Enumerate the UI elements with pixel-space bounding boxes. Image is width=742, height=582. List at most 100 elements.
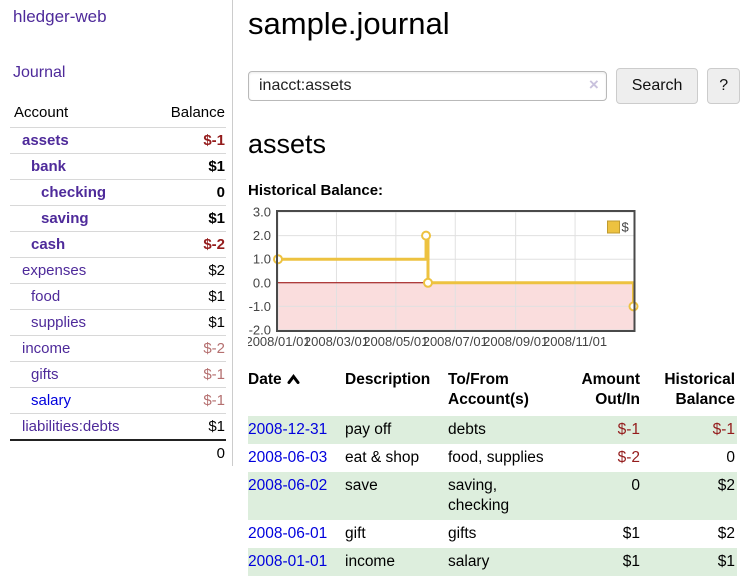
svg-text:2008/09/01: 2008/09/01 (483, 334, 548, 349)
account-link-expenses[interactable]: expenses (22, 262, 87, 279)
account-row: food $1 (10, 283, 226, 310)
search-input[interactable] (248, 71, 607, 101)
register-column-accounts: To/From Account(s) (448, 371, 529, 408)
account-row: saving $1 (10, 205, 226, 232)
register-table-body: 2008-12-31 pay off debts $-1 $-1 2008-06-03 ea… (248, 416, 737, 576)
account-link-salary[interactable]: salary (31, 392, 72, 409)
transaction-date-link[interactable]: 2008-06-02 (248, 477, 328, 494)
transaction-amount: 0 (631, 477, 640, 494)
balance-chart[interactable]: $3.0 2.0 1.0 0.0 -1.0 -2.0 2008/01/01 2008/03/0… (248, 206, 742, 354)
clear-search-icon[interactable]: × (588, 75, 599, 94)
search-form: × Search ? (248, 68, 740, 104)
account-row: checking 0 (10, 179, 226, 206)
transaction-accounts: saving, checking (448, 477, 510, 514)
search-input-wrap: × (248, 71, 607, 101)
account-link-cash[interactable]: cash (31, 236, 66, 253)
register-column-date[interactable]: Date (248, 368, 345, 416)
transaction-description: income (345, 553, 395, 570)
transaction-amount: $-1 (617, 421, 640, 438)
account-balance: $-2 (150, 231, 226, 258)
account-title: assets (248, 129, 327, 159)
transaction-description: save (345, 477, 378, 494)
account-balance: $-1 (150, 361, 226, 388)
account-balance: $1 (150, 413, 226, 440)
account-balance: $1 (150, 283, 226, 310)
account-row: income $-2 (10, 335, 226, 362)
account-link-liabilities-debts[interactable]: liabilities:debts (22, 418, 120, 435)
transaction-amount: $1 (622, 553, 640, 570)
sidebar-item-journal[interactable]: Journal (13, 64, 66, 81)
account-row: supplies $1 (10, 309, 226, 336)
transaction-balance: $2 (717, 525, 735, 542)
account-row: salary $-1 (10, 387, 226, 414)
transaction-description: eat & shop (345, 449, 420, 466)
account-row: expenses $2 (10, 257, 226, 284)
transaction-date-cell: 2008-01-01 (248, 548, 345, 576)
svg-text:2008/11/01: 2008/11/01 (543, 334, 607, 349)
transaction-balance: $2 (717, 477, 735, 494)
svg-text:1.0: 1.0 (253, 252, 271, 267)
accounts-total-value: 0 (150, 439, 226, 466)
search-button[interactable]: Search (615, 68, 699, 104)
transaction-balance: $-1 (712, 421, 735, 438)
balance-chart-svg: $3.0 2.0 1.0 0.0 -1.0 -2.02008/01/012008/03/0… (248, 206, 639, 349)
transaction-date-link[interactable]: 2008-06-01 (248, 525, 328, 542)
account-link-supplies[interactable]: supplies (31, 314, 87, 331)
account-balance: $-1 (150, 387, 226, 414)
transaction-amount: $1 (622, 525, 640, 542)
transaction-date-cell: 2008-06-02 (248, 472, 345, 520)
account-balance: $1 (150, 153, 226, 180)
transaction-date-cell: 2008-06-01 (248, 520, 345, 548)
app-title-link[interactable]: hledger-web (13, 7, 107, 26)
main-content: sample.journal × Search ? assets Histori… (248, 0, 740, 576)
transaction-amount: $-2 (617, 449, 640, 466)
sidebar: hledger-web Journal Account Balance asse… (0, 0, 233, 466)
register-row: 2008-06-03 eat & shop food, supplies $-2 0 (248, 444, 737, 472)
account-balance: $2 (150, 257, 226, 284)
account-link-bank[interactable]: bank (31, 158, 67, 175)
register-column-amount: Amount Out/In (581, 371, 640, 408)
transaction-date-link[interactable]: 2008-06-03 (248, 449, 328, 466)
account-balance: 0 (150, 179, 226, 206)
account-row: gifts $-1 (10, 361, 226, 388)
register-row: 2008-06-01 gift gifts $1 $2 (248, 520, 737, 548)
chart-label: Historical Balance: (248, 182, 384, 199)
svg-text:2008/07/01: 2008/07/01 (423, 334, 488, 349)
accounts-table-body: assets $-1 bank $1 checking 0 saving $1 cash $-2 e… (10, 127, 226, 440)
account-balance: $1 (150, 205, 226, 232)
account-link-checking[interactable]: checking (41, 184, 107, 201)
account-link-assets[interactable]: assets (22, 132, 69, 149)
svg-text:2008/05/01: 2008/05/01 (363, 334, 428, 349)
transaction-balance: 0 (726, 449, 735, 466)
svg-text:-1.0: -1.0 (249, 299, 271, 314)
register-column-description: Description (345, 371, 431, 388)
accounts-total-row: 0 (10, 439, 226, 466)
transaction-date-link[interactable]: 2008-12-31 (248, 421, 328, 438)
account-row: cash $-2 (10, 231, 226, 258)
register-row: 2008-01-01 income salary $1 $1 (248, 548, 737, 576)
account-link-food[interactable]: food (31, 288, 61, 305)
register-table: Date Description To/From Account(s) Amou… (248, 368, 737, 576)
svg-text:2008/01/01: 2008/01/01 (248, 334, 311, 349)
page-title: sample.journal (248, 6, 450, 41)
help-button[interactable]: ? (707, 68, 740, 104)
svg-text:3.0: 3.0 (253, 206, 271, 220)
sort-ascending-icon (287, 370, 300, 390)
account-balance: $-1 (150, 127, 226, 154)
account-link-gifts[interactable]: gifts (31, 366, 59, 383)
register-column-date-label: Date (248, 371, 282, 388)
register-column-balance: Historical Balance (664, 371, 735, 408)
transaction-date-link[interactable]: 2008-01-01 (248, 553, 328, 570)
transaction-accounts: salary (448, 553, 490, 570)
account-row: liabilities:debts $1 (10, 413, 226, 440)
transaction-accounts: gifts (448, 525, 477, 542)
transaction-accounts: debts (448, 421, 486, 438)
transaction-date-cell: 2008-12-31 (248, 416, 345, 444)
transaction-balance: $1 (717, 553, 735, 570)
account-link-saving[interactable]: saving (41, 210, 89, 227)
svg-text:$: $ (622, 220, 630, 235)
register-row: 2008-06-02 save saving, checking 0 $2 (248, 472, 737, 520)
account-row: bank $1 (10, 153, 226, 180)
account-link-income[interactable]: income (22, 340, 71, 357)
transaction-description: pay off (345, 421, 392, 438)
